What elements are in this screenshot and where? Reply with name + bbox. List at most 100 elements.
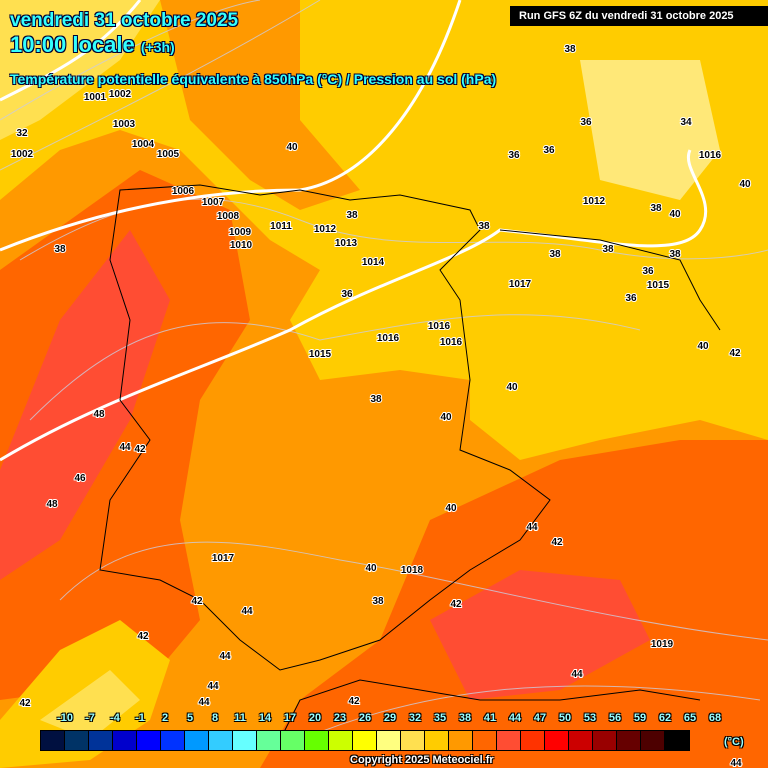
copyright: Copyright 2025 Meteociel.fr <box>350 754 494 766</box>
legend-swatch <box>545 731 569 750</box>
pressure-label: 1007 <box>202 197 225 208</box>
field-red-west <box>0 230 170 580</box>
pressure-label: 1017 <box>212 553 235 564</box>
field-orange-band <box>160 0 360 210</box>
legend-tick: 68 <box>708 712 722 724</box>
temperature-label: 40 <box>286 142 298 153</box>
pressure-label: 1012 <box>583 196 606 207</box>
legend-unit: (°C) <box>724 736 744 748</box>
pressure-label: 1002 <box>109 89 132 100</box>
field-light-yellow-ne <box>580 60 720 200</box>
forecast-date: vendredi 31 octobre 2025 <box>10 10 239 31</box>
temperature-label: 44 <box>119 442 131 453</box>
temperature-label: 36 <box>625 293 637 304</box>
legend-swatch <box>593 731 617 750</box>
legend-swatch <box>257 731 281 750</box>
temperature-label: 42 <box>551 537 563 548</box>
pressure-label: 1018 <box>401 565 424 576</box>
run-info: Run GFS 6Z du vendredi 31 octobre 2025 <box>510 6 768 26</box>
legend-tick: 5 <box>186 712 194 724</box>
pressure-label: 1019 <box>651 639 674 650</box>
temperature-label: 36 <box>580 117 592 128</box>
legend-swatch <box>41 731 65 750</box>
pressure-label: 1015 <box>647 280 670 291</box>
temperature-label: 40 <box>440 412 452 423</box>
temperature-label: 44 <box>241 606 253 617</box>
legend-swatch <box>209 731 233 750</box>
temperature-label: 40 <box>669 209 681 220</box>
legend-tick: 65 <box>683 712 697 724</box>
legend-tick: 11 <box>234 712 246 724</box>
legend-swatch <box>137 731 161 750</box>
legend-swatch <box>401 731 425 750</box>
legend-tick: -7 <box>85 712 95 724</box>
field-description: Température potentielle équivalente à 85… <box>10 71 497 87</box>
pressure-label: 1017 <box>509 279 532 290</box>
temperature-label: 38 <box>602 244 614 255</box>
pressure-label: 1008 <box>217 211 240 222</box>
pressure-label: 1013 <box>335 238 358 249</box>
legend-tick: 23 <box>333 712 347 724</box>
pressure-label: 1010 <box>230 240 253 251</box>
map-labels: 1001 100232100210031004100540100610071008… <box>10 43 752 768</box>
pressure-label: 1006 <box>172 186 195 197</box>
temperature-label: 40 <box>739 179 751 190</box>
legend-swatch <box>329 731 353 750</box>
pressure-label: 1002 <box>11 149 34 160</box>
legend-tick: 38 <box>458 712 472 724</box>
legend-swatch <box>353 731 377 750</box>
temperature-label: 42 <box>134 444 146 455</box>
legend-tick: 62 <box>658 712 672 724</box>
legend-swatch <box>641 731 665 750</box>
coastline <box>99 184 721 741</box>
field-red-se <box>430 570 650 700</box>
temperature-label: 42 <box>19 698 31 709</box>
legend-tick: 41 <box>483 712 497 724</box>
temperature-label: 38 <box>549 249 561 260</box>
forecast-time-label: 10:00 locale <box>10 32 135 57</box>
legend-tick: -1 <box>135 712 145 724</box>
legend-tick: 26 <box>358 712 372 724</box>
temperature-label: 36 <box>642 266 654 277</box>
legend-tick: 17 <box>283 712 297 724</box>
temperature-label: 42 <box>191 596 203 607</box>
legend-tick: 14 <box>258 712 272 724</box>
legend-swatch <box>569 731 593 750</box>
temperature-label: 36 <box>508 150 520 161</box>
temperature-label: 38 <box>669 249 681 260</box>
forecast-offset: (+3h) <box>140 39 175 55</box>
legend-tick: 50 <box>558 712 572 724</box>
temperature-label: 44 <box>730 758 742 768</box>
temperature-label: 44 <box>526 522 538 533</box>
legend-swatch <box>521 731 545 750</box>
legend-tick: 53 <box>583 712 597 724</box>
temperature-label: 38 <box>54 244 66 255</box>
temperature-label: 40 <box>697 341 709 352</box>
temperature-label: 46 <box>74 473 86 484</box>
pressure-label: 1009 <box>229 227 252 238</box>
legend-swatch <box>473 731 497 750</box>
temperature-label: 34 <box>680 117 692 128</box>
forecast-time: 10:00 locale (+3h) <box>10 32 175 58</box>
legend-tick: 56 <box>608 712 622 724</box>
temperature-label: 36 <box>543 145 555 156</box>
legend-swatch <box>617 731 641 750</box>
temperature-label: 38 <box>372 596 384 607</box>
field-orange-west <box>0 170 250 700</box>
temperature-label: 44 <box>571 669 583 680</box>
temperature-label: 36 <box>341 289 353 300</box>
temperature-label: 44 <box>219 651 231 662</box>
legend-tick: 44 <box>508 712 522 724</box>
legend-swatch <box>377 731 401 750</box>
legend-swatch <box>161 731 185 750</box>
temperature-label: 42 <box>137 631 149 642</box>
legend-swatch <box>113 731 137 750</box>
pressure-label: 1001 <box>84 92 107 103</box>
pressure-label: 1003 <box>113 119 136 130</box>
temperature-label: 44 <box>207 681 219 692</box>
legend-swatch <box>65 731 89 750</box>
temperature-label: 42 <box>729 348 741 359</box>
temperature-label: 40 <box>445 503 457 514</box>
temperature-label: 32 <box>16 128 28 139</box>
